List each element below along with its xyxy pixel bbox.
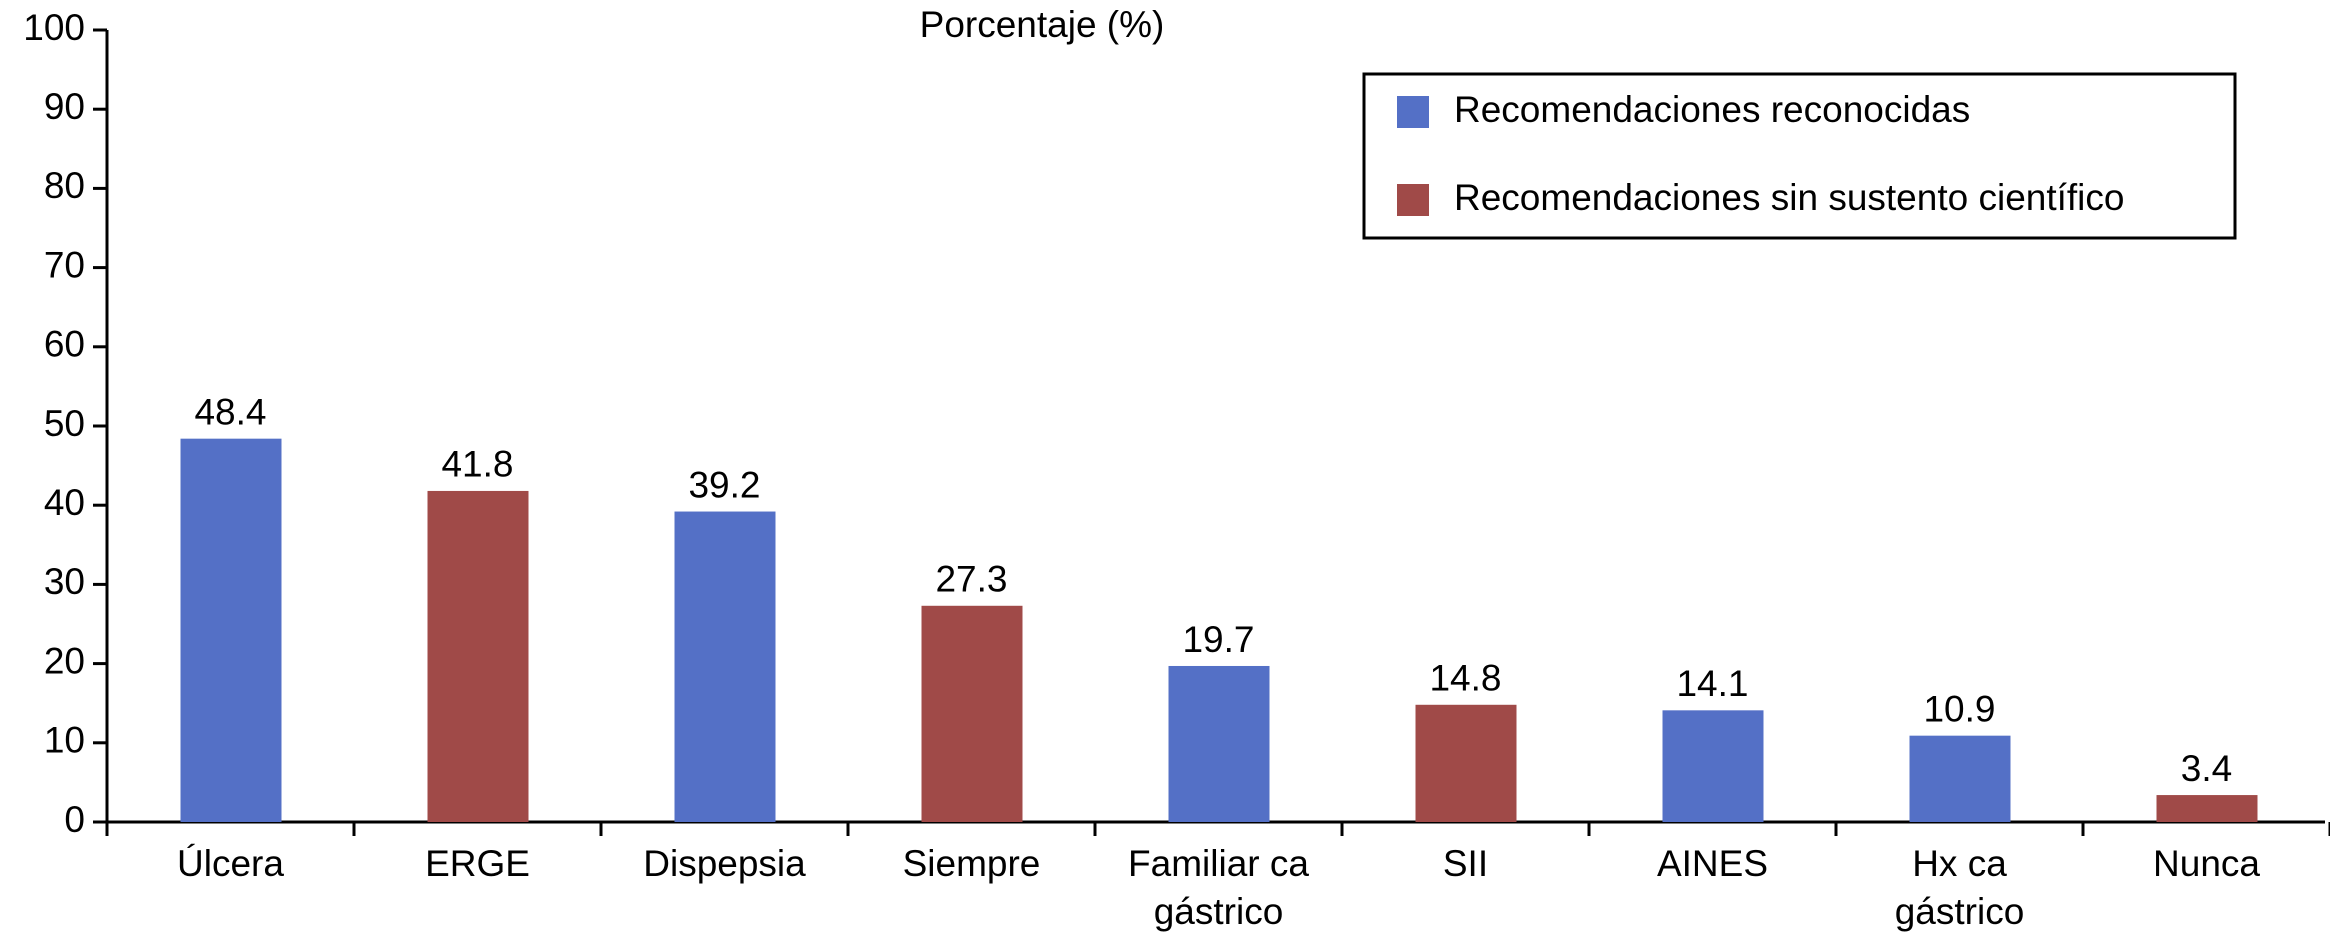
y-tick-label: 100 [23, 7, 85, 48]
bar [1168, 665, 1270, 822]
y-tick-label: 10 [44, 720, 85, 761]
y-tick-label: 50 [44, 403, 85, 444]
x-tick-label: Úlcera [177, 843, 284, 884]
y-tick-label: 0 [64, 799, 85, 840]
value-label: 48.4 [194, 391, 266, 432]
value-label: 10.9 [1923, 688, 1995, 729]
value-label: 14.1 [1676, 663, 1748, 704]
bar [1662, 710, 1764, 822]
y-tick-label: 80 [44, 165, 85, 206]
bar [180, 438, 282, 822]
value-label: 41.8 [441, 444, 513, 485]
value-label: 14.8 [1429, 658, 1501, 699]
legend-label: Recomendaciones reconocidas [1454, 89, 1970, 130]
bar [921, 605, 1023, 822]
y-tick-label: 70 [44, 244, 85, 285]
x-tick-label: AINES [1657, 843, 1768, 884]
x-tick-label: Hx ca [1912, 843, 2007, 884]
y-tick-label: 20 [44, 640, 85, 681]
x-tick-label: ERGE [425, 843, 530, 884]
chart-title: Porcentaje (%) [920, 4, 1165, 45]
legend-box [1362, 72, 2237, 240]
legend-swatch [1397, 96, 1429, 128]
x-tick-label: Nunca [2153, 843, 2260, 884]
x-tick-label: Siempre [903, 843, 1041, 884]
legend-label: Recomendaciones sin sustento científico [1454, 177, 2124, 218]
bar [1415, 704, 1517, 822]
legend-swatch [1397, 184, 1429, 216]
value-label: 39.2 [688, 464, 760, 505]
value-label: 27.3 [935, 559, 1007, 600]
bar [2156, 795, 2258, 822]
value-label: 3.4 [2181, 748, 2232, 789]
bar [427, 490, 529, 822]
x-tick-label: Familiar ca [1128, 843, 1309, 884]
bar [674, 511, 776, 822]
bar [1909, 735, 2011, 822]
x-tick-label: SII [1443, 843, 1488, 884]
value-label: 19.7 [1182, 619, 1254, 660]
y-tick-label: 90 [44, 86, 85, 127]
y-tick-label: 30 [44, 561, 85, 602]
y-tick-label: 60 [44, 324, 85, 365]
x-tick-label: Dispepsia [643, 843, 806, 884]
x-tick-label: gástrico [1895, 891, 2025, 932]
x-tick-label: gástrico [1154, 891, 1284, 932]
y-tick-label: 40 [44, 482, 85, 523]
